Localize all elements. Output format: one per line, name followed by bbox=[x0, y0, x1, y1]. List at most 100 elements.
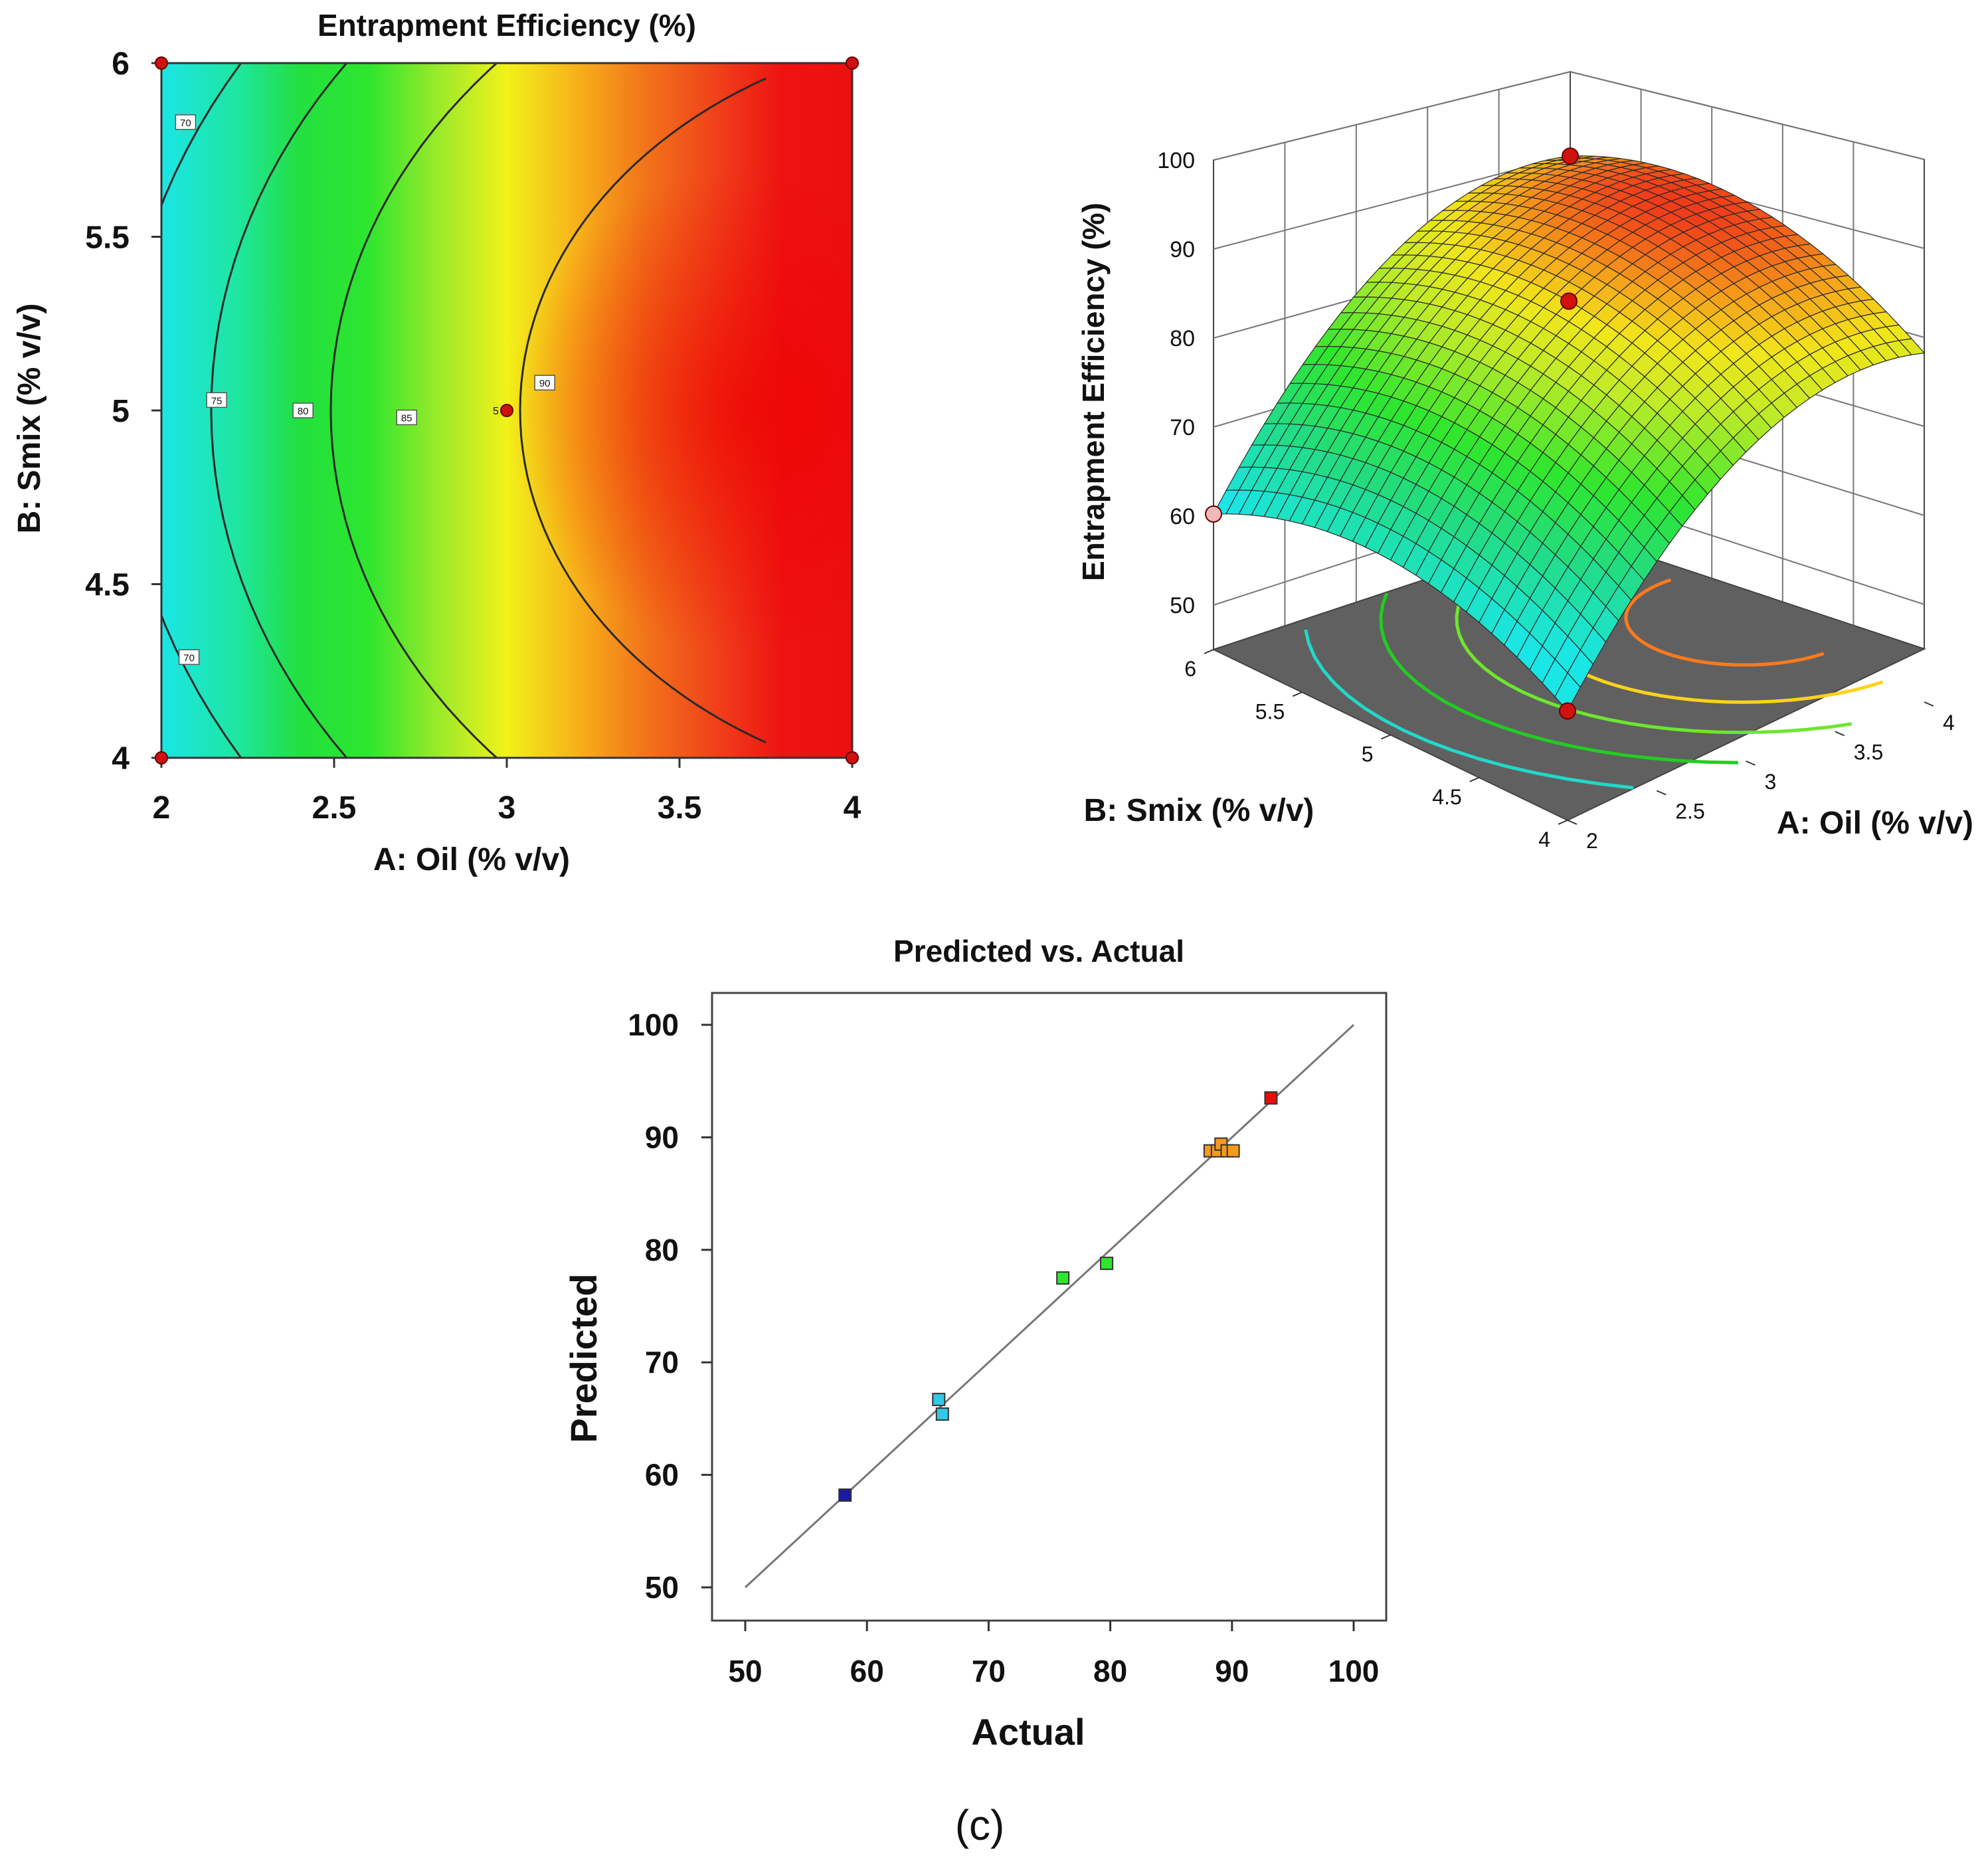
contour-title: Entrapment Efficiency (%) bbox=[317, 8, 696, 43]
contour-labels: 70 75 80 85 90 70 bbox=[175, 114, 555, 666]
surface-z-tick-label: 80 bbox=[1170, 326, 1195, 351]
surface-y-tick-mark bbox=[1558, 820, 1568, 825]
surface-design-point bbox=[1205, 505, 1222, 523]
scatter-x-tick-label: 90 bbox=[1215, 1654, 1249, 1688]
scatter-y-tick-label: 90 bbox=[645, 1120, 679, 1154]
scatter-x-tick-label: 50 bbox=[728, 1654, 762, 1688]
surface-y-tick-label: 4 bbox=[1538, 828, 1550, 851]
contour-label: 70 bbox=[183, 652, 195, 664]
surface-z-tick-label: 50 bbox=[1170, 593, 1195, 618]
surface-design-points bbox=[1205, 147, 1579, 720]
contour-design-points bbox=[155, 56, 859, 764]
wall-gridline bbox=[1213, 71, 1571, 161]
contour-x-tick-label: 2.5 bbox=[312, 790, 357, 826]
contour-x-tick-label: 4 bbox=[844, 790, 861, 826]
data-point bbox=[935, 1407, 949, 1421]
contour-y-tick-label: 4 bbox=[112, 741, 130, 776]
surface-z-tick-label: 90 bbox=[1170, 237, 1195, 262]
data-point bbox=[932, 1393, 946, 1407]
contour-line-4 bbox=[329, 63, 499, 758]
surface-design-point bbox=[1560, 292, 1578, 310]
scatter-y-tick-label: 80 bbox=[645, 1233, 679, 1267]
contour-label: 90 bbox=[539, 378, 551, 389]
design-point bbox=[155, 751, 168, 764]
design-point bbox=[846, 56, 859, 70]
contour-plot: Entrapment Efficiency (%) 70 75 80 85 90 70 2… bbox=[12, 8, 861, 877]
data-point bbox=[1226, 1144, 1240, 1158]
contour-y-ticks: 4 4.5 5 5.5 6 bbox=[85, 46, 161, 776]
predicted-vs-actual-plot: Predicted vs. Actual 50 60 70 80 90 100 50 60 7… bbox=[563, 934, 1388, 1753]
wall-gridline bbox=[1213, 154, 1571, 250]
scatter-title: Predicted vs. Actual bbox=[893, 934, 1184, 968]
scatter-x-tick-label: 80 bbox=[1093, 1654, 1127, 1688]
surface-y-tick-label: 6 bbox=[1184, 657, 1196, 681]
contour-label: 85 bbox=[401, 412, 412, 424]
surface-plot: 50 60 70 80 90 100 2 2.5 3 3.5 4 4 4.5 5 5.5 6 Entrap… bbox=[1076, 70, 1973, 853]
floor-contour-0 bbox=[1624, 578, 1825, 667]
contour-label: 75 bbox=[211, 395, 223, 406]
design-point bbox=[155, 56, 168, 70]
wall-gridline bbox=[1570, 71, 1925, 160]
contour-y-tick-label: 4.5 bbox=[85, 568, 130, 603]
surface-x-tick-label: 2.5 bbox=[1675, 800, 1704, 824]
contour-x-tick-label: 3 bbox=[498, 790, 516, 826]
surface-mesh bbox=[1212, 155, 1926, 712]
surface-x-label: A: Oil (% v/v) bbox=[1777, 806, 1973, 841]
contour-center-label: 5 bbox=[493, 406, 499, 417]
surface-y-tick-mark bbox=[1381, 734, 1391, 740]
surface-z-ticks: 50 60 70 80 90 100 bbox=[1157, 148, 1195, 618]
figure-caption: (c) bbox=[955, 1801, 1005, 1849]
surface-z-tick-label: 100 bbox=[1157, 148, 1195, 173]
surface-x-tick-label: 2 bbox=[1586, 829, 1598, 853]
contour-label: 80 bbox=[298, 406, 309, 417]
contour-fill bbox=[161, 63, 852, 758]
surface-x-tick-label: 3 bbox=[1765, 770, 1777, 794]
scatter-x-tick-label: 100 bbox=[1328, 1654, 1380, 1688]
contour-x-ticks: 2 2.5 3 3.5 4 bbox=[153, 758, 861, 826]
floor-contour-4 bbox=[1304, 629, 1634, 790]
contour-line-5 bbox=[519, 77, 767, 744]
surface-z-tick-label: 60 bbox=[1170, 504, 1195, 529]
contour-label-box bbox=[534, 375, 555, 391]
scatter-y-ticks: 50 60 70 80 90 100 bbox=[628, 1008, 712, 1605]
contour-y-tick-label: 6 bbox=[112, 46, 130, 82]
design-point bbox=[846, 751, 859, 764]
contour-x-tick-label: 2 bbox=[153, 790, 171, 826]
contour-x-label: A: Oil (% v/v) bbox=[373, 842, 570, 877]
surface-x-tick-label: 4 bbox=[1943, 711, 1955, 735]
scatter-y-tick-label: 50 bbox=[645, 1570, 679, 1605]
contour-label: 70 bbox=[180, 118, 191, 129]
surface-design-point bbox=[1559, 702, 1576, 720]
surface-x-tick-mark bbox=[1924, 701, 1934, 707]
surface-z-label: Entrapment Efficiency (%) bbox=[1076, 203, 1111, 581]
surface-y-tick-label: 4.5 bbox=[1432, 785, 1461, 809]
surface-z-tick-label: 70 bbox=[1170, 415, 1195, 440]
scatter-x-tick-label: 70 bbox=[972, 1654, 1006, 1688]
contour-label-box bbox=[396, 409, 417, 426]
surface-x-tick-mark bbox=[1835, 731, 1845, 737]
surface-design-point bbox=[1562, 147, 1579, 165]
data-point bbox=[1100, 1257, 1114, 1271]
scatter-y-label: Predicted bbox=[563, 1273, 604, 1443]
surface-y-tick-label: 5 bbox=[1362, 743, 1374, 766]
data-point bbox=[838, 1488, 852, 1502]
surface-y-tick-mark bbox=[1204, 649, 1214, 654]
surface-y-tick-label: 5.5 bbox=[1255, 699, 1285, 723]
surface-x-tick-mark bbox=[1656, 790, 1667, 796]
contour-line-3 bbox=[210, 63, 348, 758]
surface-x-tick-label: 3.5 bbox=[1854, 741, 1883, 764]
data-point bbox=[1264, 1091, 1278, 1105]
scatter-x-label: Actual bbox=[971, 1711, 1085, 1753]
contour-label-box bbox=[206, 392, 227, 408]
scatter-y-tick-label: 70 bbox=[645, 1345, 679, 1379]
scatter-y-tick-label: 100 bbox=[628, 1008, 679, 1042]
scatter-x-tick-label: 60 bbox=[850, 1654, 884, 1688]
contour-label-box bbox=[178, 649, 200, 666]
data-point bbox=[1056, 1271, 1070, 1285]
scatter-x-ticks: 50 60 70 80 90 100 bbox=[728, 1621, 1379, 1688]
scatter-y-tick-label: 60 bbox=[645, 1458, 679, 1492]
surface-y-ticks: 4 4.5 5 5.5 6 bbox=[1184, 649, 1568, 851]
contour-y-tick-label: 5 bbox=[112, 394, 130, 429]
surface-x-ticks: 2 2.5 3 3.5 4 bbox=[1567, 701, 1955, 853]
